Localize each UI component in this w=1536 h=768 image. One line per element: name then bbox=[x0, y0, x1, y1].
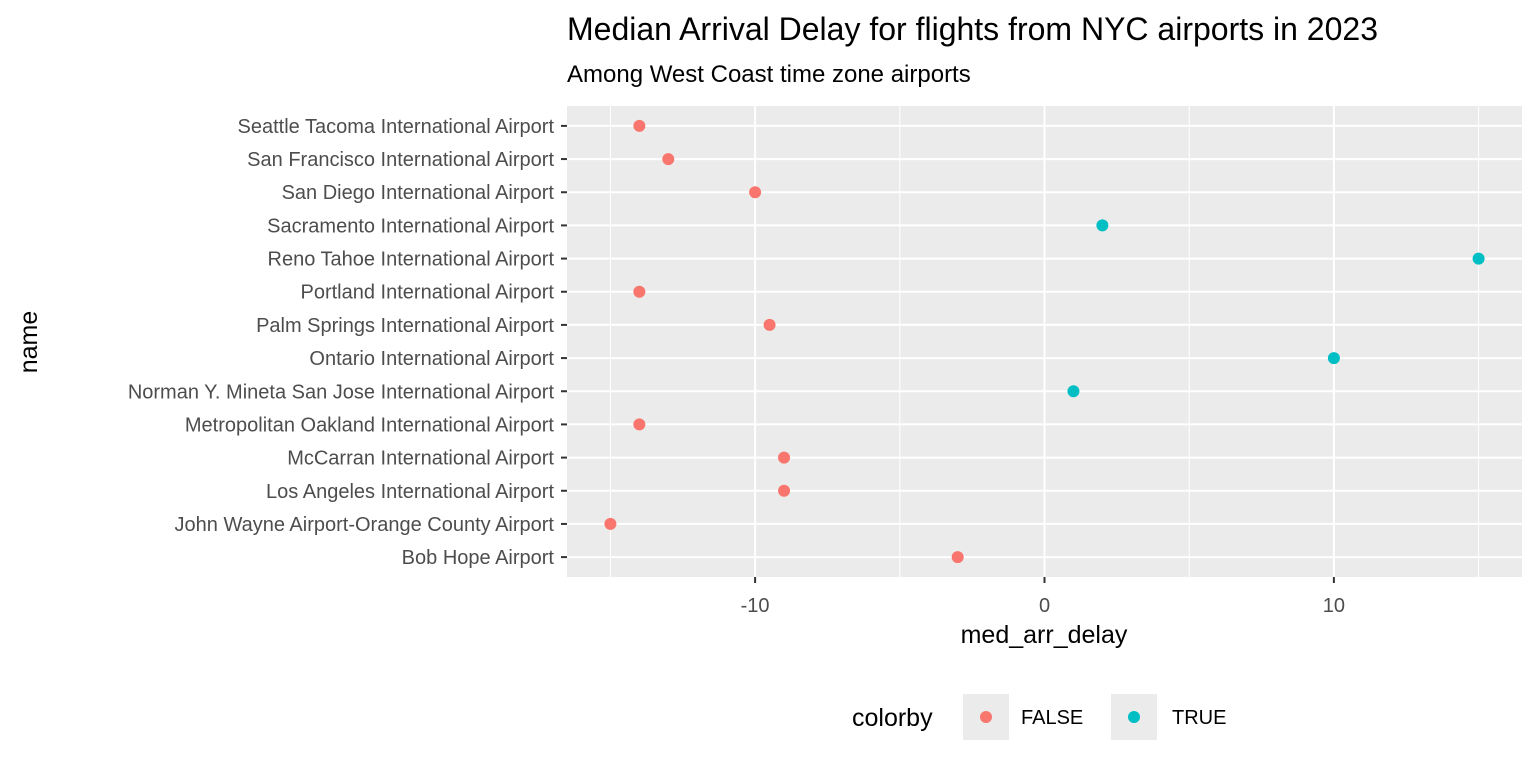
data-point bbox=[749, 186, 762, 199]
data-point bbox=[1472, 252, 1485, 265]
chart-title: Median Arrival Delay for flights from NY… bbox=[567, 11, 1378, 47]
x-axis-title: med_arr_delay bbox=[961, 621, 1128, 649]
grid-major bbox=[567, 106, 1522, 577]
x-axis: -10 0 10 bbox=[741, 577, 1345, 617]
y-axis: Seattle Tacoma International Airport San … bbox=[128, 116, 567, 569]
y-tick-label: Reno Tahoe International Airport bbox=[268, 249, 555, 271]
y-tick-label: Palm Springs International Airport bbox=[256, 315, 554, 337]
x-tick-label: 10 bbox=[1323, 595, 1345, 617]
y-tick-label: San Francisco International Airport bbox=[247, 149, 554, 171]
data-point bbox=[633, 285, 646, 298]
y-tick-label: San Diego International Airport bbox=[282, 182, 555, 204]
grid-minor bbox=[609, 106, 1480, 577]
data-point bbox=[604, 517, 617, 530]
legend-label-true: TRUE bbox=[1172, 707, 1226, 729]
data-point bbox=[778, 484, 791, 497]
y-tick-label: Seattle Tacoma International Airport bbox=[238, 116, 555, 138]
data-point bbox=[1327, 352, 1340, 365]
y-tick-label: Sacramento International Airport bbox=[267, 215, 554, 237]
y-tick-label: Bob Hope Airport bbox=[402, 547, 555, 569]
x-tick-label: -10 bbox=[741, 595, 770, 617]
x-tick-label: 0 bbox=[1039, 595, 1050, 617]
data-point bbox=[951, 551, 964, 564]
data-point bbox=[662, 153, 675, 166]
y-tick-label: Portland International Airport bbox=[301, 282, 555, 304]
data-points bbox=[604, 119, 1485, 564]
y-tick-label: Norman Y. Mineta San Jose International … bbox=[128, 381, 555, 403]
y-tick-label: John Wayne Airport-Orange County Airport bbox=[175, 514, 555, 536]
data-point bbox=[1067, 385, 1080, 398]
legend-title: colorby bbox=[852, 704, 933, 732]
data-point bbox=[1096, 219, 1109, 232]
legend-swatch-false bbox=[980, 711, 992, 723]
legend: colorby FALSE TRUE bbox=[852, 694, 1226, 740]
y-tick-label: Metropolitan Oakland International Airpo… bbox=[185, 414, 555, 436]
data-point bbox=[633, 418, 646, 431]
y-tick-label: Ontario International Airport bbox=[309, 348, 554, 370]
legend-swatch-true bbox=[1128, 711, 1140, 723]
y-tick-label: Los Angeles International Airport bbox=[266, 481, 554, 503]
data-point bbox=[763, 318, 776, 331]
chart-subtitle: Among West Coast time zone airports bbox=[567, 61, 971, 88]
y-tick-label: McCarran International Airport bbox=[287, 448, 554, 470]
data-point bbox=[778, 451, 791, 464]
data-point bbox=[633, 119, 646, 132]
y-axis-title: name bbox=[15, 311, 43, 374]
legend-label-false: FALSE bbox=[1021, 707, 1083, 729]
